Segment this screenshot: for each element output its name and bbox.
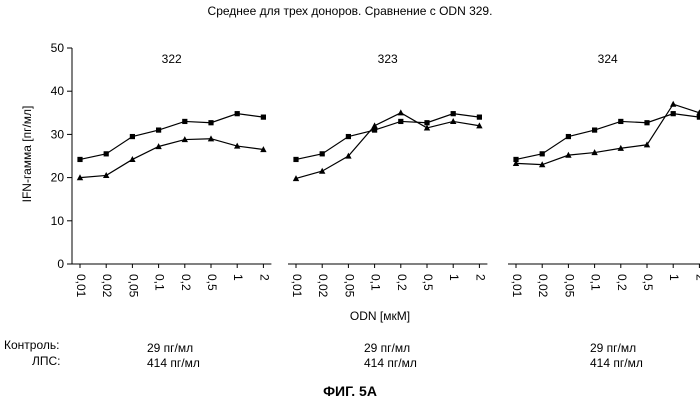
point-square [618,119,623,124]
x-axis-label: ODN [мкМ] [320,309,440,323]
point-square [566,134,571,139]
figure-caption: ФИГ. 5А [0,383,700,399]
x-tick-label: 0,05 [126,274,140,298]
point-square [644,120,649,125]
y-tick-label: 0 [57,257,64,271]
point-square [208,120,213,125]
x-tick-label: 2 [257,274,271,281]
point-square [261,115,266,120]
point-square [346,134,351,139]
point-square [293,157,298,162]
point-triangle [129,156,135,162]
point-triangle [319,168,325,174]
point-square [130,134,135,139]
x-tick-label: 0,1 [589,274,603,291]
panel1-lps-value: 414 пг/мл [147,355,200,371]
x-tick-label: 2 [693,274,700,281]
y-tick-label: 10 [51,214,65,228]
x-tick-label: 1 [447,274,461,281]
point-square [235,111,240,116]
x-tick-label: 0,02 [316,274,330,298]
point-triangle [670,101,676,107]
x-tick-label: 1 [231,274,245,281]
control-label: Контроль: [4,337,59,353]
y-axis-label-text: IFN-гамма [пг/мл] [20,94,34,214]
point-triangle [371,122,377,128]
x-tick-label: 0,01 [74,274,88,298]
point-square [477,115,482,120]
panel2-control-value: 29 пг/мл [364,340,410,356]
x-tick-label: 0,01 [510,274,524,298]
point-square [104,151,109,156]
panel2-lps-value: 414 пг/мл [364,355,417,371]
x-tick-label: 0,01 [290,274,304,298]
x-tick-label: 1 [667,274,681,281]
x-tick-label: 0,1 [153,274,167,291]
point-square [182,119,187,124]
point-square [398,119,403,124]
point-square [77,157,82,162]
x-tick-label: 0,2 [615,274,629,291]
y-tick-label: 40 [51,84,65,98]
x-tick-label: 0,2 [395,274,409,291]
x-tick-label: 0,05 [342,274,356,298]
x-tick-label: 0,02 [100,274,114,298]
point-square [156,127,161,132]
point-triangle [398,109,404,115]
x-tick-label: 0,5 [641,274,655,291]
panel3-lps-value: 414 пг/мл [590,355,643,371]
x-tick-label: 0,1 [369,274,383,291]
x-tick-label: 0,5 [205,274,219,291]
x-tick-label: 0,2 [179,274,193,291]
point-square [451,111,456,116]
x-tick-label: 0,05 [562,274,576,298]
y-tick-label: 50 [51,41,65,55]
series-line-triangle [80,139,263,178]
y-tick-label: 30 [51,127,65,141]
x-tick-label: 2 [473,274,487,281]
point-square [540,151,545,156]
panel1-control-value: 29 пг/мл [147,340,193,356]
point-square [671,111,676,116]
panel-label: 322 [162,52,182,66]
point-square [592,127,597,132]
panel-label: 323 [378,52,398,66]
y-tick-label: 20 [51,171,65,185]
point-square [320,151,325,156]
x-tick-label: 0,02 [536,274,550,298]
panel-label: 324 [598,52,618,66]
panel3-control-value: 29 пг/мл [590,340,636,356]
x-tick-label: 0,5 [421,274,435,291]
lps-label: ЛПС: [32,353,61,369]
point-triangle [450,118,456,124]
